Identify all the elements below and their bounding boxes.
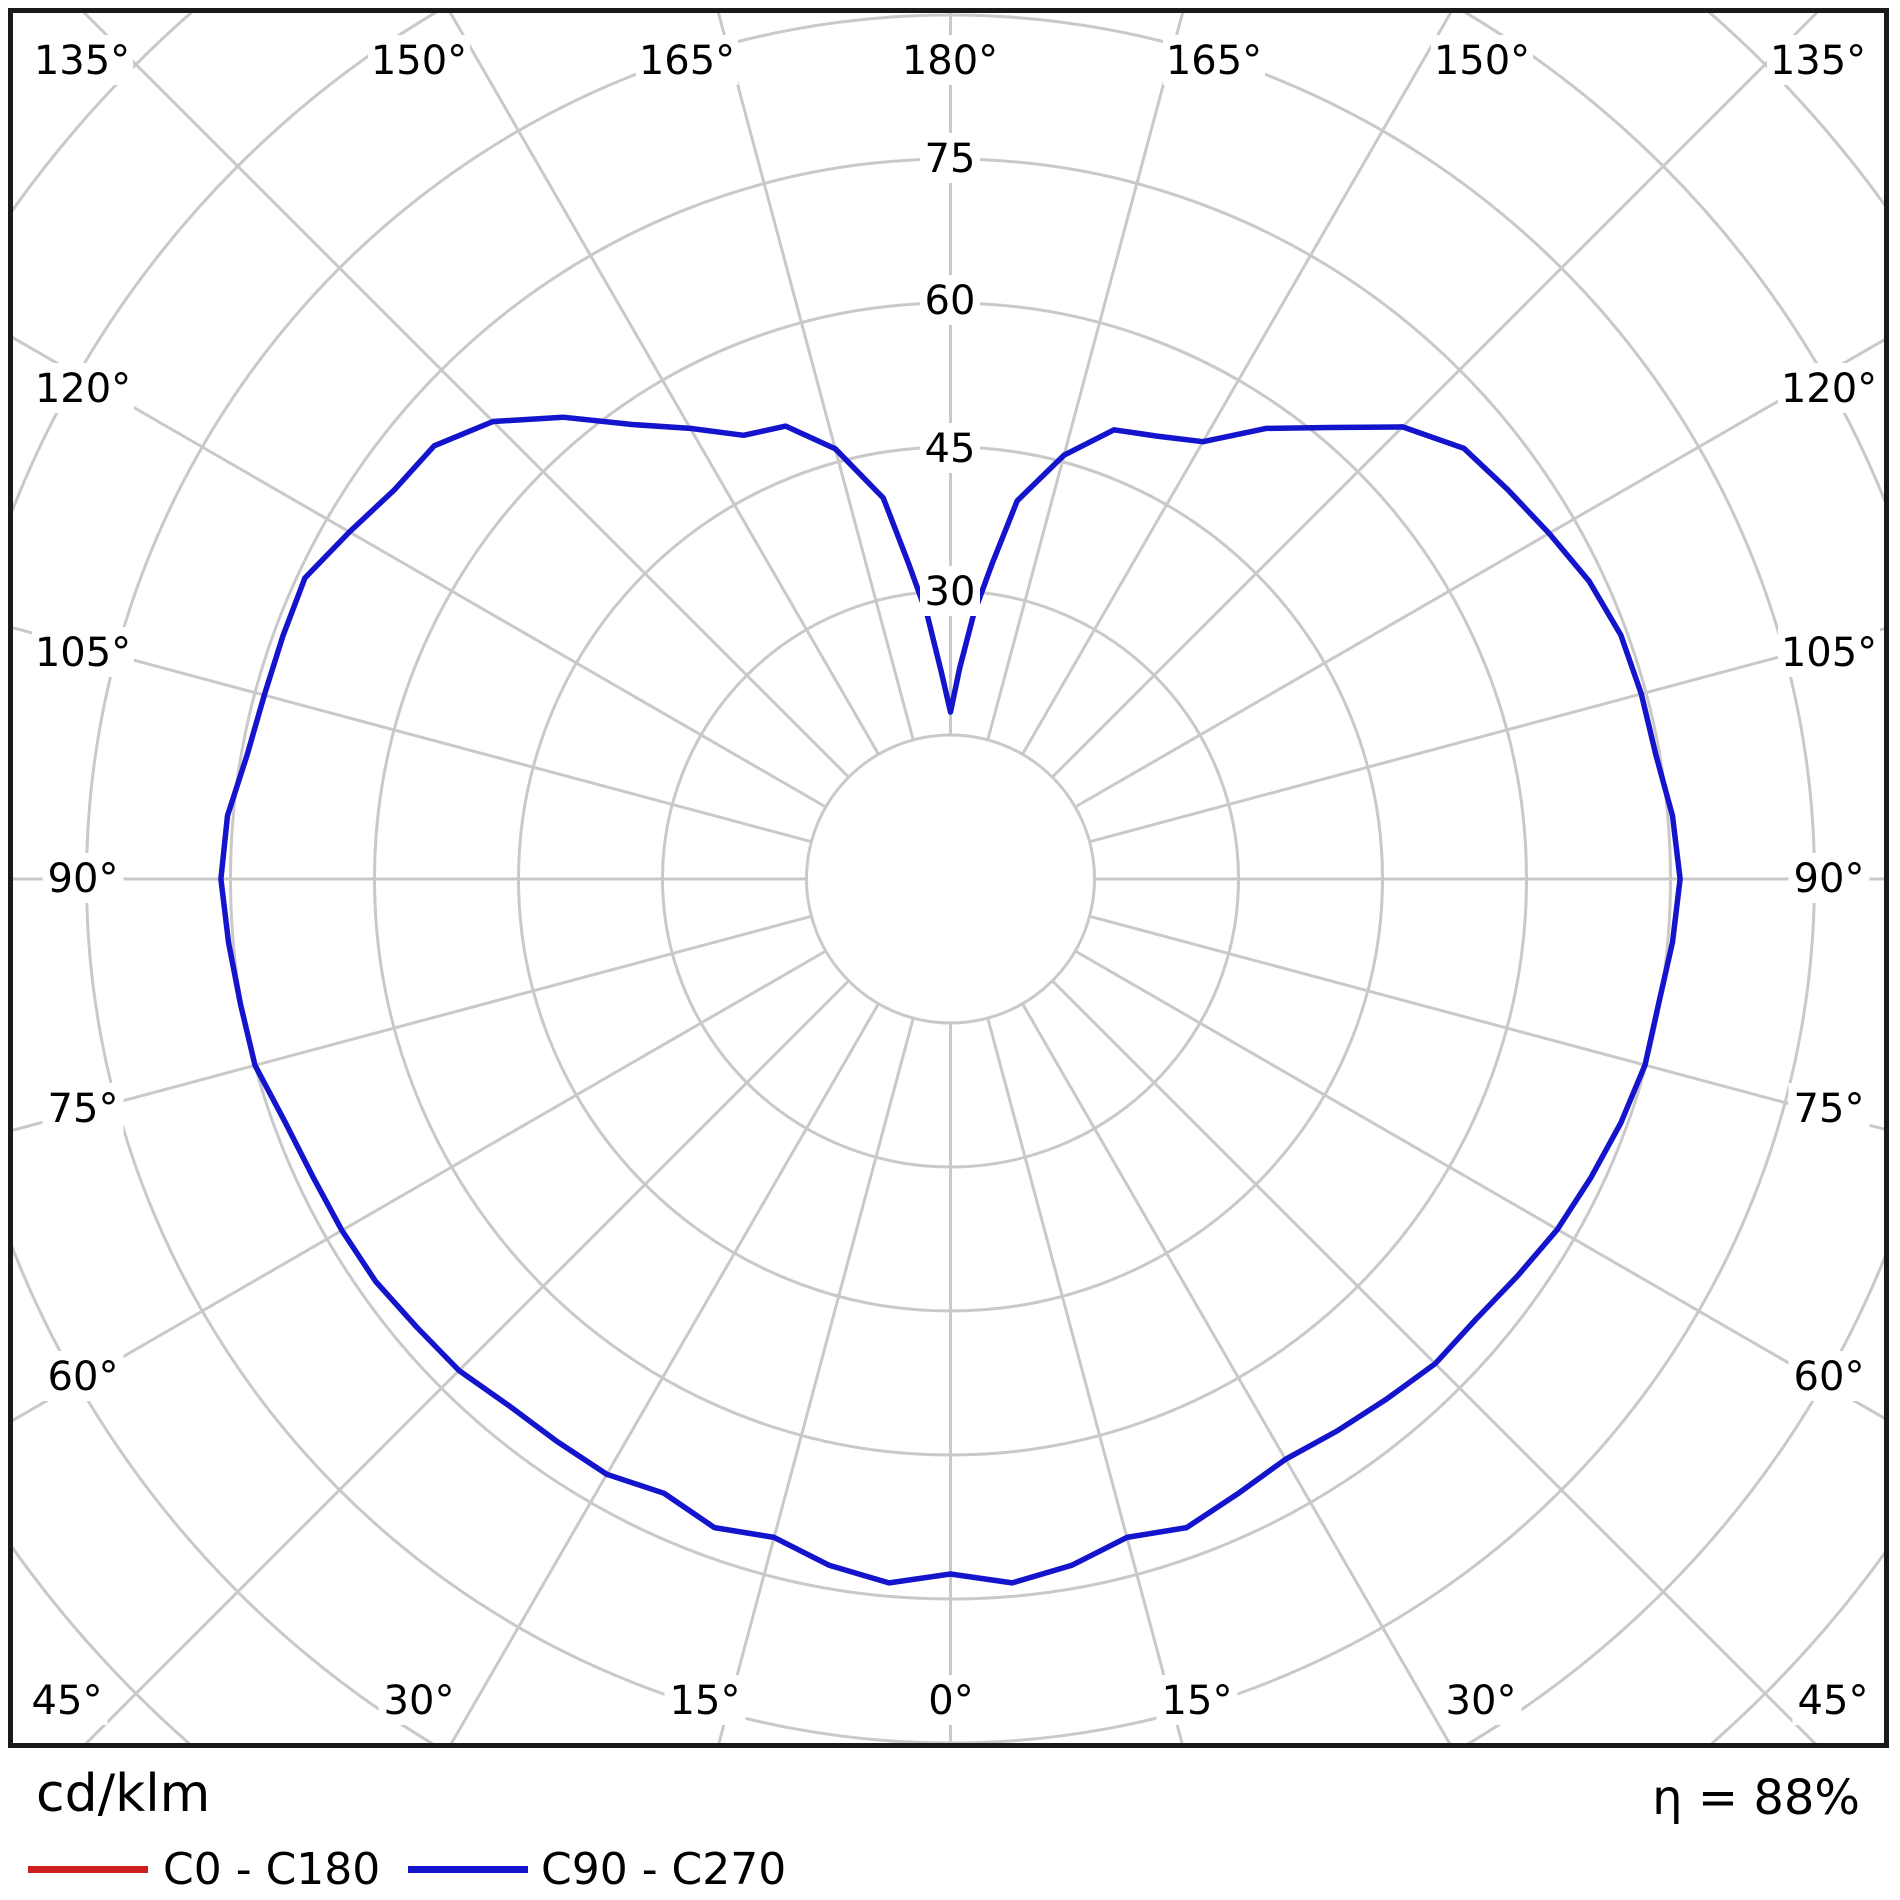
angle-label-bottom: 15° (1162, 1678, 1233, 1724)
angle-label-top-bg (1767, 35, 1869, 85)
angle-label-bottom-bg (1156, 1675, 1238, 1725)
angle-label-bottom-bg (378, 1675, 460, 1725)
angle-label-top-bg (1431, 35, 1533, 85)
grid-spoke-210 (448, 13, 880, 756)
grid-spoke-165 (986, 13, 1185, 741)
grid-spoke-330 (449, 1002, 880, 1743)
radial-label: 60 (925, 278, 976, 324)
grid-spoke-195 (716, 13, 915, 741)
grid-spoke-285 (13, 914, 812, 1132)
angle-label-left-bg (32, 627, 134, 677)
radial-label: 45 (925, 426, 976, 472)
angle-label-top: 165° (1166, 38, 1262, 84)
grid-spoke-45 (1051, 979, 1817, 1743)
radial-label-bg (920, 566, 980, 616)
grid-spoke-255 (13, 626, 812, 844)
angle-label-right-bg (1788, 1351, 1870, 1401)
angle-label-top: 165° (639, 38, 735, 84)
angle-label-top: 135° (1770, 38, 1866, 84)
grid-spoke-240 (13, 336, 827, 809)
angle-label-bottom-bg (1440, 1675, 1522, 1725)
angle-label-top: 150° (1434, 38, 1530, 84)
radial-label-bg (920, 275, 980, 325)
grid-spoke-75 (1089, 914, 1884, 1131)
grid-spoke-30 (1021, 1002, 1452, 1743)
grid-spoke-345 (717, 1017, 915, 1743)
angle-label-top: 150° (371, 38, 467, 84)
angle-label-right-bg (1788, 1083, 1870, 1133)
angle-label-top-bg (636, 35, 738, 85)
angle-label-bottom-bg (664, 1675, 746, 1725)
angle-label-top-bg (368, 35, 470, 85)
grid-spoke-315 (84, 979, 850, 1743)
angle-label-bottom: 30° (1446, 1678, 1517, 1724)
angle-label-left: 60° (48, 1354, 119, 1400)
angle-label-top-bg (31, 35, 133, 85)
angle-label-left: 120° (35, 366, 131, 412)
grid-spoke-135 (1051, 13, 1819, 779)
curve-c90-c270 (218, 414, 1683, 1586)
angle-label-left-bg (42, 853, 124, 903)
radial-label-bg (920, 423, 980, 473)
angle-label-right: 60° (1794, 1354, 1865, 1400)
grid-ring-15 (805, 733, 1096, 1025)
angle-label-top: 180° (902, 38, 998, 84)
angle-label-top: 135° (34, 38, 130, 84)
grid-spoke-225 (82, 13, 850, 779)
angle-label-right-bg (1788, 853, 1870, 903)
angle-label-bottom: 45° (32, 1678, 103, 1724)
angle-label-bottom: 15° (670, 1678, 741, 1724)
efficiency-label: η = 88% (1652, 1770, 1860, 1826)
angle-label-bottom: 0° (928, 1678, 973, 1724)
angle-label-bottom-bg (921, 1675, 981, 1725)
radial-label-bg (920, 133, 980, 183)
grid-spoke-120 (1074, 338, 1884, 809)
angle-label-top-bg (899, 35, 1001, 85)
angle-label-left: 90° (48, 856, 119, 902)
units-label: cd/klm (36, 1764, 211, 1824)
angle-label-right-bg (1778, 363, 1880, 413)
angle-label-bottom: 30° (384, 1678, 455, 1724)
legend-label-c0-c180: C0 - C180 (163, 1844, 381, 1895)
angle-label-right: 90° (1794, 856, 1865, 902)
angle-label-right: 75° (1794, 1086, 1865, 1132)
angle-label-left-bg (42, 1083, 124, 1133)
angle-label-bottom-bg (1792, 1675, 1874, 1725)
angle-label-bottom: 45° (1798, 1678, 1869, 1724)
angle-label-bottom-bg (26, 1675, 108, 1725)
angle-label-left-bg (42, 1351, 124, 1401)
grid-spoke-60 (1074, 949, 1884, 1420)
grid-spoke-150 (1021, 13, 1453, 756)
plot-frame (8, 8, 1889, 1748)
angle-label-right-bg (1778, 627, 1880, 677)
angle-label-left: 75° (48, 1086, 119, 1132)
angle-label-right: 120° (1781, 366, 1877, 412)
legend-swatch-c0-c180 (28, 1866, 148, 1873)
radial-label: 30 (925, 569, 976, 615)
angle-label-right: 105° (1781, 630, 1877, 676)
legend-label-c90-c270: C90 - C270 (541, 1844, 787, 1895)
grid-spoke-15 (986, 1017, 1184, 1743)
radial-label: 75 (925, 136, 976, 182)
angle-label-top-bg (1163, 35, 1265, 85)
angle-label-left: 105° (35, 630, 131, 676)
grid-spoke-105 (1089, 627, 1884, 844)
angle-label-left-bg (32, 363, 134, 413)
grid-spoke-300 (13, 949, 827, 1422)
legend-swatch-c90-c270 (408, 1866, 528, 1873)
